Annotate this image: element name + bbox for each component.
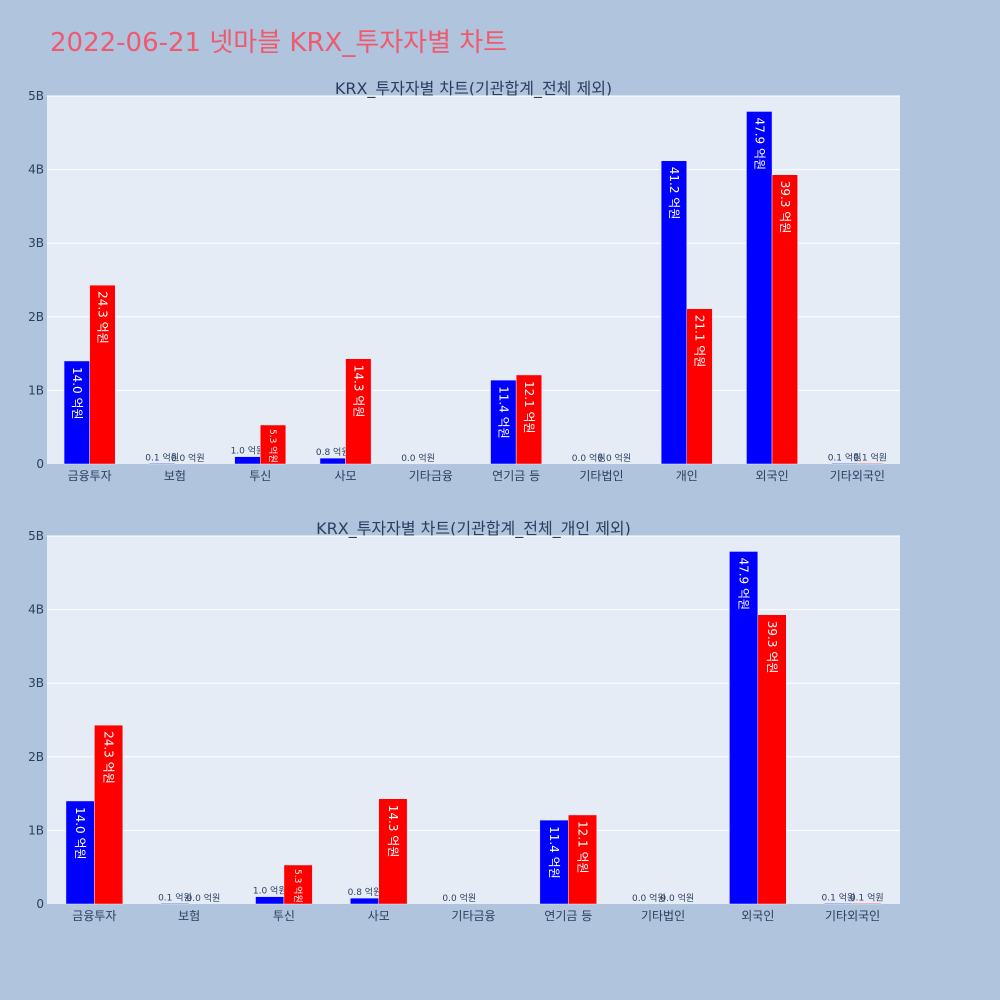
bar-sell <box>852 903 882 905</box>
data-label: 0.1 억원 <box>145 451 179 463</box>
bar-sell <box>345 358 372 465</box>
x-tick-label: 외국인 <box>741 909 774 923</box>
bar-buy <box>831 463 858 465</box>
bar-buy <box>490 379 517 465</box>
x-tick-label: 개인 <box>676 469 698 483</box>
y-tick-label: 5B <box>28 89 44 103</box>
data-label: 0.8 억원 <box>348 886 382 898</box>
bar-sell <box>857 463 884 465</box>
x-tick-label: 금융투자 <box>68 469 112 483</box>
data-label: 5.3 억원 <box>267 429 279 463</box>
bar-buy <box>319 457 346 465</box>
data-label: 0.1 억원 <box>822 891 856 903</box>
data-label: 39.3 억원 <box>765 621 779 674</box>
bar-sell <box>283 864 313 905</box>
x-tick-label: 투신 <box>249 469 271 483</box>
bar-buy <box>350 897 379 905</box>
x-tick-label: 기타금융 <box>409 469 453 483</box>
data-label: 0.0 억원 <box>401 452 435 464</box>
x-tick-label: 사모 <box>368 909 390 923</box>
y-tick-label: 1B <box>28 823 44 837</box>
y-tick-label: 0 <box>36 457 44 471</box>
x-tick-label: 연기금 등 <box>544 909 592 923</box>
x-tick-label: 보험 <box>164 469 186 483</box>
bar-sell <box>771 174 798 465</box>
bar-sell <box>94 724 124 905</box>
x-tick-label: 기타법인 <box>579 469 623 483</box>
x-tick-label: 기타금융 <box>451 909 495 923</box>
data-label: 21.1 억원 <box>693 315 707 368</box>
data-label: 0.0 억원 <box>632 892 666 904</box>
data-label: 0.0 억원 <box>187 892 221 904</box>
x-tick-label: 보험 <box>178 909 200 923</box>
data-label: 0.0 억원 <box>442 892 476 904</box>
bar-buy <box>160 903 190 905</box>
chart-top: KRX_투자자별 차트(기관합계_전체 제외) 0 1B 2B 3B 4B 5B 금융투자 14… <box>28 79 900 483</box>
data-label: 0.0 억원 <box>660 892 694 904</box>
data-label: 12.1 억원 <box>575 821 589 874</box>
x-tick-label: 기타외국인 <box>830 469 885 483</box>
data-label: 24.3 억원 <box>102 731 116 784</box>
bar-buy <box>234 456 261 465</box>
data-label: 47.9 억원 <box>752 117 766 170</box>
data-label: 24.3 억원 <box>95 291 109 344</box>
x-tick-label: 외국인 <box>755 469 788 483</box>
x-tick-label: 사모 <box>335 469 357 483</box>
chart-title: KRX_투자자별 차트(기관합계_전체 제외) <box>335 79 612 99</box>
data-label: 11.4 억원 <box>496 386 510 439</box>
data-label: 1.0 억원 <box>253 885 287 897</box>
bar-sell <box>378 798 408 905</box>
data-label: 41.2 억원 <box>667 167 681 220</box>
data-label: 14.0 억원 <box>70 367 84 420</box>
data-label: 0.0 억원 <box>597 452 631 464</box>
bar-buy <box>823 903 853 905</box>
y-tick-label: 0 <box>36 897 44 911</box>
data-label: 0.1 억원 <box>850 891 884 903</box>
y-tick-label: 3B <box>28 676 44 690</box>
y-tick-label: 4B <box>28 163 44 177</box>
bar-buy <box>746 111 773 465</box>
y-tick-label: 2B <box>28 310 44 324</box>
data-label: 11.4 억원 <box>547 826 561 879</box>
x-tick-label: 연기금 등 <box>492 469 540 483</box>
data-label: 14.3 억원 <box>351 365 365 418</box>
data-label: 14.3 억원 <box>386 805 400 858</box>
data-label: 0.8 억원 <box>316 446 350 458</box>
y-tick-label: 5B <box>28 529 44 543</box>
x-tick-label: 기타법인 <box>641 909 685 923</box>
x-tick-label: 투신 <box>273 909 295 923</box>
x-tick-label: 기타외국인 <box>825 909 880 923</box>
data-label: 0.0 억원 <box>171 452 205 464</box>
y-tick-label: 1B <box>28 383 44 397</box>
data-label: 5.3 억원 <box>292 869 304 903</box>
bar-sell <box>757 614 787 905</box>
bar-buy <box>729 551 759 905</box>
bar-sell <box>515 374 542 465</box>
data-label: 47.9 억원 <box>737 557 751 610</box>
data-label: 0.1 억원 <box>158 891 192 903</box>
y-tick-label: 3B <box>28 236 44 250</box>
bar-sell <box>260 424 287 465</box>
chart-title: KRX_투자자별 차트(기관합계_전체_개인 제외) <box>316 519 631 539</box>
chart-bottom: KRX_투자자별 차트(기관합계_전체_개인 제외) 0 1B 2B 3B 4B 5B 금융투… <box>28 519 900 923</box>
bar-buy <box>63 360 90 465</box>
bar-buy <box>149 463 176 465</box>
data-label: 14.0 억원 <box>73 807 87 860</box>
bar-buy <box>660 160 687 465</box>
data-label: 0.1 억원 <box>853 451 887 463</box>
page-title: 2022-06-21 넷마블 KRX_투자자별 차트 <box>50 28 508 58</box>
data-label: 1.0 억원 <box>231 445 265 457</box>
bar-buy <box>65 800 95 905</box>
x-tick-label: 금융투자 <box>72 909 116 923</box>
bar-sell <box>568 814 597 905</box>
data-label: 39.3 억원 <box>778 181 792 234</box>
y-tick-label: 4B <box>28 603 44 617</box>
bar-buy <box>255 896 285 905</box>
y-tick-label: 2B <box>28 750 44 764</box>
data-label: 0.1 억원 <box>828 451 862 463</box>
bar-sell <box>89 284 116 465</box>
data-label: 12.1 억원 <box>522 381 536 434</box>
data-label: 0.0 억원 <box>572 452 606 464</box>
bar-sell <box>686 308 713 465</box>
